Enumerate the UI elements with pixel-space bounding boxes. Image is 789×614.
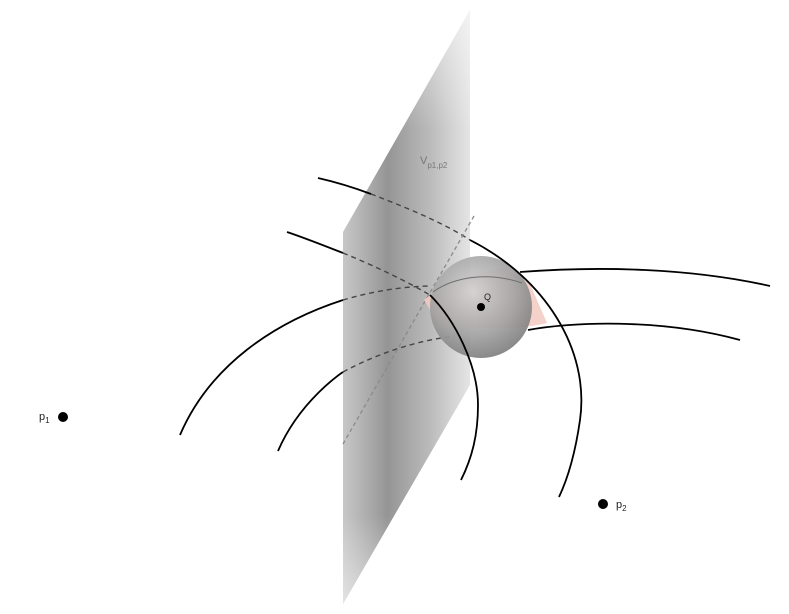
plane-intersection-line	[342, 215, 475, 445]
curve-c-rear	[469, 239, 583, 498]
curve-b-front	[277, 371, 344, 452]
curve-d-rear	[429, 294, 479, 481]
bisector-plane	[343, 10, 470, 604]
dashed-curves	[342, 193, 471, 373]
point-p2-dot	[598, 499, 608, 509]
curve-c-dashed	[370, 193, 471, 241]
curve-a-front	[179, 299, 344, 436]
curve-d-front	[286, 231, 344, 254]
curve-c-front	[317, 177, 372, 195]
curve-a-rear	[519, 268, 771, 287]
point-p1: p1	[39, 411, 68, 425]
point-p1-dot	[58, 412, 68, 422]
ball-highlight-arc	[432, 276, 523, 293]
curve-b-dashed	[342, 335, 456, 373]
curve-d-dashed	[342, 252, 431, 296]
front-curves	[179, 177, 372, 452]
point-p2: p2	[598, 499, 627, 513]
plane-label: Vp1,p2	[420, 155, 448, 170]
point-q-dot	[477, 303, 485, 311]
point-q-label: Q	[484, 292, 491, 302]
point-q: Q	[477, 292, 491, 311]
point-p2-label: p2	[616, 499, 627, 513]
point-p1-label: p1	[39, 411, 50, 425]
rear-curves	[429, 239, 771, 498]
curve-b-rear	[527, 322, 741, 341]
